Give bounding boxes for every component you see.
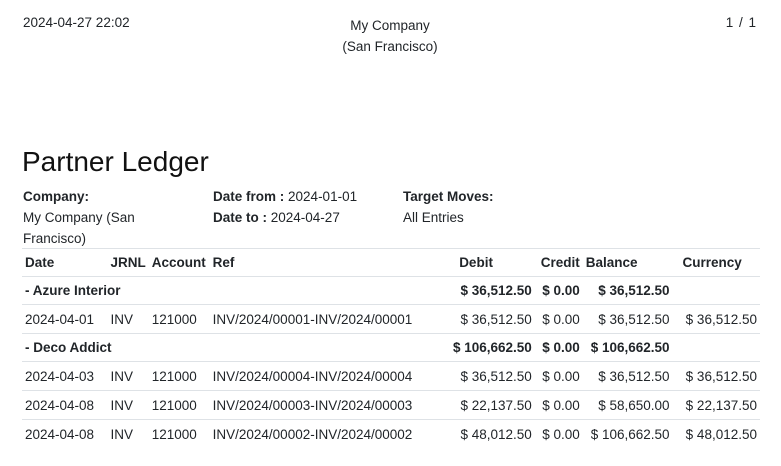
table-row: 2024-04-08 INV 121000 INV/2024/00002-INV/20… — [22, 419, 760, 448]
cell-debit: $ 106,662.50 — [442, 333, 535, 362]
page-number: 1 / 1 — [725, 15, 757, 30]
cell-currency — [672, 333, 760, 362]
cell-account: 121000 — [148, 419, 210, 448]
cell-currency: $ 22,137.50 — [672, 390, 760, 420]
cell-jrnl: INV — [107, 361, 149, 391]
col-credit: Credit — [534, 248, 583, 277]
col-ref: Ref — [209, 248, 443, 277]
cell-date: 2024-04-01 — [22, 304, 108, 334]
page-title: Partner Ledger — [22, 146, 209, 177]
cell-credit: $ 0.00 — [534, 390, 583, 420]
cell-balance: $ 36,512.50 — [582, 361, 673, 391]
company-label: Company: — [23, 189, 90, 204]
date-to-value: 2024-04-27 — [270, 210, 340, 225]
cell-credit: $ 0.00 — [534, 333, 583, 362]
company-city: (San Francisco) — [342, 39, 438, 54]
cell-date: 2024-04-08 — [22, 419, 108, 448]
date-to-label: Date to : — [213, 210, 267, 225]
col-balance: Balance — [582, 248, 673, 277]
cell-balance: $ 106,662.50 — [582, 333, 673, 362]
company-value: My Company (San Francisco) — [23, 210, 135, 246]
cell-currency: $ 48,012.50 — [672, 419, 760, 448]
cell-jrnl: INV — [107, 304, 149, 334]
table-row: 2024-04-08 INV 121000 INV/2024/00003-INV/20… — [22, 390, 760, 420]
company-name: My Company — [350, 18, 430, 33]
cell-ref: INV/2024/00004-INV/2024/00004 — [209, 361, 443, 391]
date-from-label: Date from : — [213, 189, 285, 204]
company-header: My Company (San Francisco) — [290, 15, 490, 57]
cell-debit: $ 36,512.50 — [442, 361, 535, 391]
cell-credit: $ 0.00 — [534, 361, 583, 391]
cell-jrnl: INV — [107, 390, 149, 420]
partner-row: - Deco Addict $ 106,662.50 $ 0.00 $ 106,662… — [22, 333, 760, 362]
report-timestamp: 2024-04-27 22:02 — [23, 15, 130, 30]
date-from-value: 2024-01-01 — [288, 189, 358, 204]
cell-credit: $ 0.00 — [534, 304, 583, 334]
cell-credit: $ 0.00 — [534, 419, 583, 448]
partner-row: - Azure Interior $ 36,512.50 $ 0.00 $ 36,51… — [22, 276, 760, 305]
cell-debit: $ 36,512.50 — [442, 304, 535, 334]
col-account: Account — [148, 248, 210, 277]
cell-currency — [672, 276, 760, 305]
cell-account: 121000 — [148, 390, 210, 420]
cell-ref: INV/2024/00002-INV/2024/00002 — [209, 419, 443, 448]
ledger-table: Date JRNL Account Ref Debit Credit Balan… — [22, 248, 760, 448]
cell-debit: $ 36,512.50 — [442, 276, 535, 305]
info-company: Company: My Company (San Francisco) — [23, 186, 183, 249]
cell-date: 2024-04-03 — [22, 361, 108, 391]
cell-account: 121000 — [148, 304, 210, 334]
cell-balance: $ 106,662.50 — [582, 419, 673, 448]
cell-credit: $ 0.00 — [534, 276, 583, 305]
col-currency: Currency — [672, 248, 760, 277]
cell-debit: $ 22,137.50 — [442, 390, 535, 420]
info-target-moves: Target Moves: All Entries — [403, 186, 563, 228]
cell-ref: INV/2024/00001-INV/2024/00001 — [209, 304, 443, 334]
partner-name: - Deco Addict — [22, 333, 443, 362]
cell-date: 2024-04-08 — [22, 390, 108, 420]
col-jrnl: JRNL — [107, 248, 149, 277]
cell-jrnl: INV — [107, 419, 149, 448]
cell-debit: $ 48,012.50 — [442, 419, 535, 448]
col-debit: Debit — [442, 248, 535, 277]
partner-name: - Azure Interior — [22, 276, 443, 305]
info-dates: Date from : 2024-01-01 Date to : 2024-04… — [213, 186, 393, 228]
target-moves-label: Target Moves: — [403, 189, 494, 204]
cell-ref: INV/2024/00003-INV/2024/00003 — [209, 390, 443, 420]
date-from: Date from : 2024-01-01 — [213, 186, 393, 207]
cell-balance: $ 36,512.50 — [582, 304, 673, 334]
cell-account: 121000 — [148, 361, 210, 391]
table-header-row: Date JRNL Account Ref Debit Credit Balan… — [22, 248, 760, 277]
col-date: Date — [22, 248, 108, 277]
cell-balance: $ 36,512.50 — [582, 276, 673, 305]
cell-balance: $ 58,650.00 — [582, 390, 673, 420]
target-moves-value: All Entries — [403, 210, 464, 225]
table-row: 2024-04-01 INV 121000 INV/2024/00001-INV/20… — [22, 304, 760, 334]
table-row: 2024-04-03 INV 121000 INV/2024/00004-INV/20… — [22, 361, 760, 391]
cell-currency: $ 36,512.50 — [672, 304, 760, 334]
date-to: Date to : 2024-04-27 — [213, 207, 393, 228]
cell-currency: $ 36,512.50 — [672, 361, 760, 391]
